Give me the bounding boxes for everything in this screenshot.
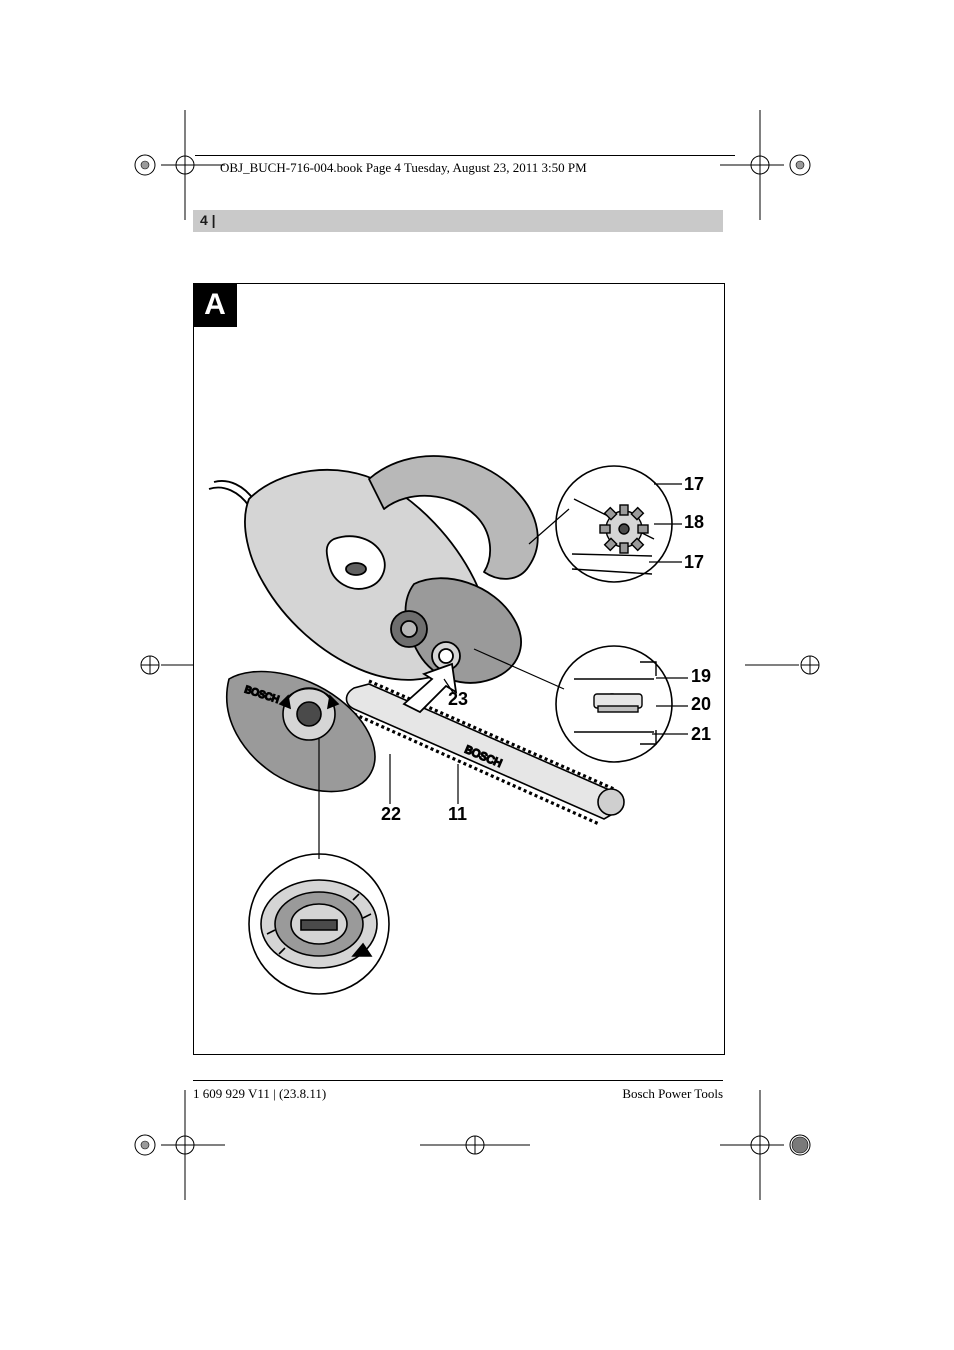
page-number: 4 | <box>200 212 216 228</box>
running-head: OBJ_BUCH-716-004.book Page 4 Tuesday, Au… <box>220 160 587 176</box>
crop-mark-top-right <box>720 110 830 220</box>
callout-17b: 17 <box>684 552 704 573</box>
callout-23: 23 <box>448 689 468 710</box>
print-page: OBJ_BUCH-716-004.book Page 4 Tuesday, Au… <box>0 0 954 1350</box>
running-head-text: OBJ_BUCH-716-004.book Page 4 Tuesday, Au… <box>220 160 587 175</box>
callout-11: 11 <box>448 804 467 825</box>
callout-20: 20 <box>691 694 711 715</box>
crop-mark-mid-right <box>735 610 845 720</box>
callout-18: 18 <box>684 512 704 533</box>
callout-21: 21 <box>691 724 711 745</box>
callout-22: 22 <box>381 804 401 825</box>
technical-illustration: BOSCH BOSCH <box>194 284 724 1054</box>
callout-19: 19 <box>691 666 711 687</box>
crop-mark-bottom-left <box>115 1090 225 1200</box>
footer-rule <box>193 1080 723 1081</box>
crop-mark-bottom-right <box>720 1090 830 1200</box>
page-number-bar <box>193 210 723 232</box>
footer-left: 1 609 929 V11 | (23.8.11) <box>193 1086 326 1102</box>
running-head-rule <box>195 155 735 156</box>
crop-mark-bottom-mid <box>420 1090 530 1200</box>
footer-right: Bosch Power Tools <box>622 1086 723 1102</box>
figure-frame: A <box>193 283 725 1055</box>
callout-17a: 17 <box>684 474 704 495</box>
crop-mark-top-left <box>115 110 225 220</box>
